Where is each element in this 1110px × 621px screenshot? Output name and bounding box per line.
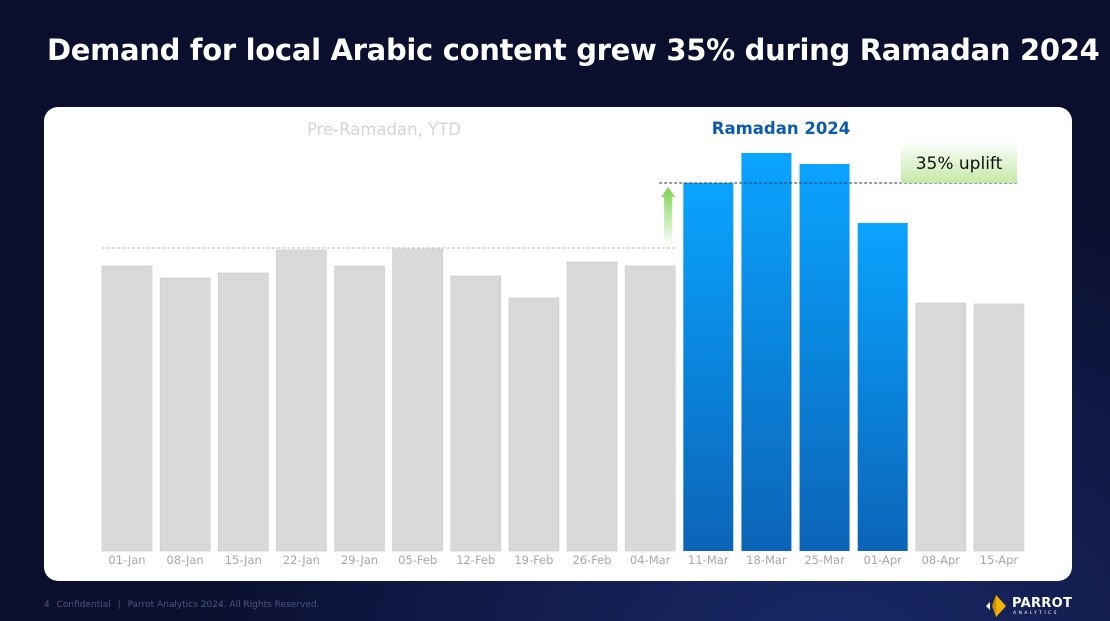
bar-01-Jan [101, 265, 153, 552]
bar-08-Apr [915, 302, 967, 552]
x-tick-label: 12-Feb [456, 553, 495, 567]
ramadan-label: Ramadan 2024 [712, 119, 851, 138]
x-tick-label: 29-Jan [341, 553, 378, 567]
bar-chart: 01-Jan 08-Jan 15-Jan 22-Jan 29-Jan 05-Feb 12-F… [101, 119, 1025, 567]
bar-29-Jan [334, 265, 385, 552]
x-tick-label: 15-Apr [980, 553, 1019, 567]
bar-18-Mar [741, 153, 792, 551]
uplift-arrow-icon [661, 187, 676, 246]
copyright-text: Parrot Analytics 2024. All Rights Reserv… [127, 600, 320, 610]
x-tick-label: 19-Feb [514, 553, 553, 567]
x-tick-label: 01-Apr [863, 553, 902, 567]
x-tick-label: 05-Feb [398, 553, 437, 567]
page-number: 4 [44, 600, 50, 610]
bar-12-Feb [450, 275, 502, 552]
logo-name: PARROT [1012, 596, 1073, 611]
footer: 4 Confidential | Parrot Analytics 2024. … [44, 600, 323, 610]
x-tick-label: 18-Mar [746, 553, 787, 567]
x-tick-label: 15-Jan [225, 553, 262, 567]
x-tick-label: 08-Apr [922, 553, 961, 567]
confidential-label: Confidential [56, 600, 111, 610]
x-tick-label: 08-Jan [167, 553, 204, 567]
logo-subtitle: ANALYTICS [1013, 611, 1059, 616]
x-tick-label: 25-Mar [804, 553, 845, 567]
bar-04-Mar [624, 265, 676, 552]
slide-title: Demand for local Arabic content grew 35%… [47, 33, 1100, 67]
x-tick-label: 22-Jan [283, 553, 320, 567]
bar-08-Jan [159, 277, 211, 552]
x-tick-label: 11-Mar [688, 553, 729, 567]
bar-15-Jan [217, 272, 269, 552]
bar-15-Apr [973, 303, 1025, 552]
footer-separator: | [117, 600, 121, 610]
chart-card: 01-Jan 08-Jan 15-Jan 22-Jan 29-Jan 05-Feb 12-F… [44, 107, 1072, 581]
bar-26-Feb [566, 261, 618, 552]
bar-19-Feb [508, 297, 560, 552]
parrot-logo-icon [986, 595, 1006, 617]
x-tick-label: 01-Jan [108, 553, 145, 567]
bar-25-Mar [799, 164, 850, 551]
bar-22-Jan [276, 249, 327, 552]
bar-05-Feb [392, 248, 443, 552]
x-tick-label: 04-Mar [630, 553, 671, 567]
x-tick-label: 26-Feb [572, 553, 611, 567]
parrot-analytics-logo: PARROT ANALYTICS [984, 593, 1074, 619]
uplift-annotation-box [901, 141, 1017, 183]
pre-ramadan-label: Pre-Ramadan, YTD [307, 120, 461, 139]
bar-01-Apr [857, 223, 908, 551]
uplift-annotation-text: 35% uplift [916, 154, 1003, 174]
bar-11-Mar [683, 183, 734, 551]
